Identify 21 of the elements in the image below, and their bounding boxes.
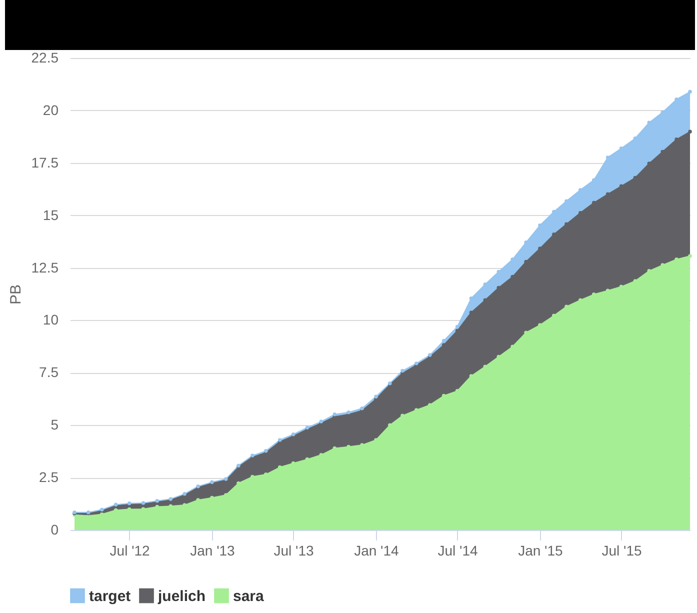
y-tick-label: 22.5 [31,50,59,66]
x-tick-label: Jan '14 [354,542,400,558]
x-tick-label: Jul '12 [110,542,150,558]
legend-label: target [89,588,131,605]
y-tick-label: 12.5 [31,259,59,276]
y-tick-label: 2.5 [39,469,59,486]
x-tick-label: Jan '13 [190,542,236,558]
y-tick-label: 20 [42,102,59,118]
x-tick-label: Jul '14 [438,542,478,558]
y-tick-label: 7.5 [39,364,59,380]
y-axis-title: PB [7,284,24,305]
x-tick-label: Jul '13 [274,542,314,558]
y-tick-label: 15 [42,206,59,223]
x-tick-label: Jan '15 [518,542,564,558]
y-tick-label: 5 [50,416,59,433]
y-tick-label: 17.5 [31,154,59,170]
y-tick-label: 0 [50,522,59,538]
y-tick-label: 10 [42,312,59,328]
legend-label: sara [233,588,265,605]
legend-label: juelich [157,588,206,605]
x-tick-label: Jul '15 [602,542,642,558]
